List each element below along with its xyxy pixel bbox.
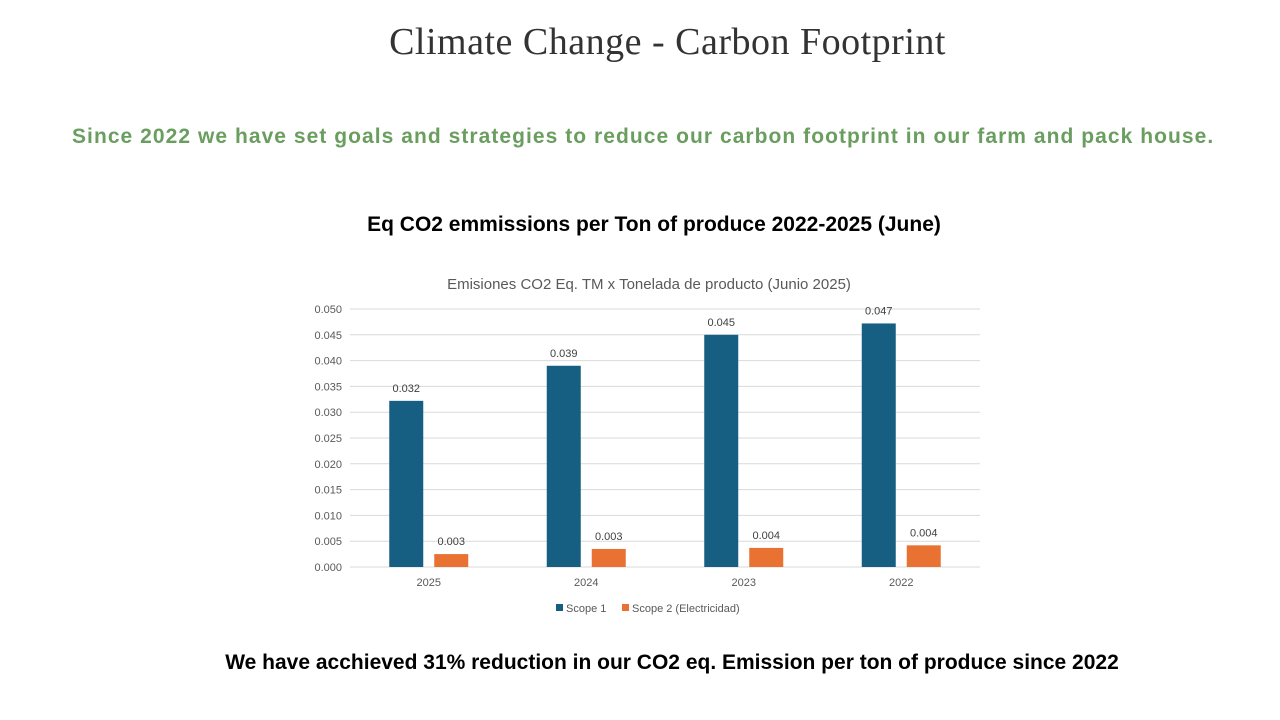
bar-scope2 — [591, 548, 626, 567]
y-tick-label: 0.050 — [314, 304, 342, 316]
y-tick-label: 0.000 — [314, 562, 342, 574]
bar-scope2 — [749, 547, 784, 567]
data-label: 0.032 — [392, 383, 420, 395]
y-tick-label: 0.045 — [314, 330, 342, 342]
chart-heading: Eq CO2 emmissions per Ton of produce 202… — [367, 213, 941, 236]
x-tick-label: 2024 — [574, 577, 598, 589]
data-label: 0.004 — [752, 530, 780, 542]
y-tick-label: 0.030 — [314, 407, 342, 419]
y-tick-label: 0.025 — [314, 433, 342, 445]
bar-scope1 — [861, 323, 896, 567]
data-label: 0.047 — [865, 305, 893, 317]
bar-scope1 — [546, 365, 581, 567]
page-title: Climate Change - Carbon Footprint — [389, 21, 946, 63]
page-subtitle: Since 2022 we have set goals and strateg… — [72, 125, 1215, 148]
bar-scope2 — [906, 545, 941, 567]
y-tick-label: 0.010 — [314, 510, 342, 522]
data-label: 0.045 — [707, 317, 735, 329]
data-label: 0.004 — [910, 527, 938, 539]
legend-swatch — [556, 604, 563, 611]
y-tick-label: 0.035 — [314, 381, 342, 393]
chart-title: Emisiones CO2 Eq. TM x Tonelada de produ… — [447, 276, 851, 293]
data-label: 0.003 — [437, 536, 465, 548]
footer-statement: We have acchieved 31% reduction in our C… — [225, 651, 1119, 674]
y-tick-label: 0.020 — [314, 459, 342, 471]
y-tick-label: 0.015 — [314, 485, 342, 497]
y-tick-label: 0.040 — [314, 356, 342, 368]
bar-scope2 — [434, 554, 469, 567]
bar-scope1 — [704, 334, 739, 567]
legend-label: Scope 1 — [566, 603, 606, 615]
bar-scope1 — [389, 400, 424, 567]
legend-swatch — [622, 604, 629, 611]
x-tick-label: 2025 — [417, 577, 441, 589]
legend-label: Scope 2 (Electricidad) — [632, 603, 740, 615]
x-tick-label: 2022 — [889, 577, 913, 589]
data-label: 0.039 — [550, 348, 578, 360]
data-label: 0.003 — [595, 531, 623, 543]
x-tick-label: 2023 — [732, 577, 756, 589]
y-tick-label: 0.005 — [314, 536, 342, 548]
